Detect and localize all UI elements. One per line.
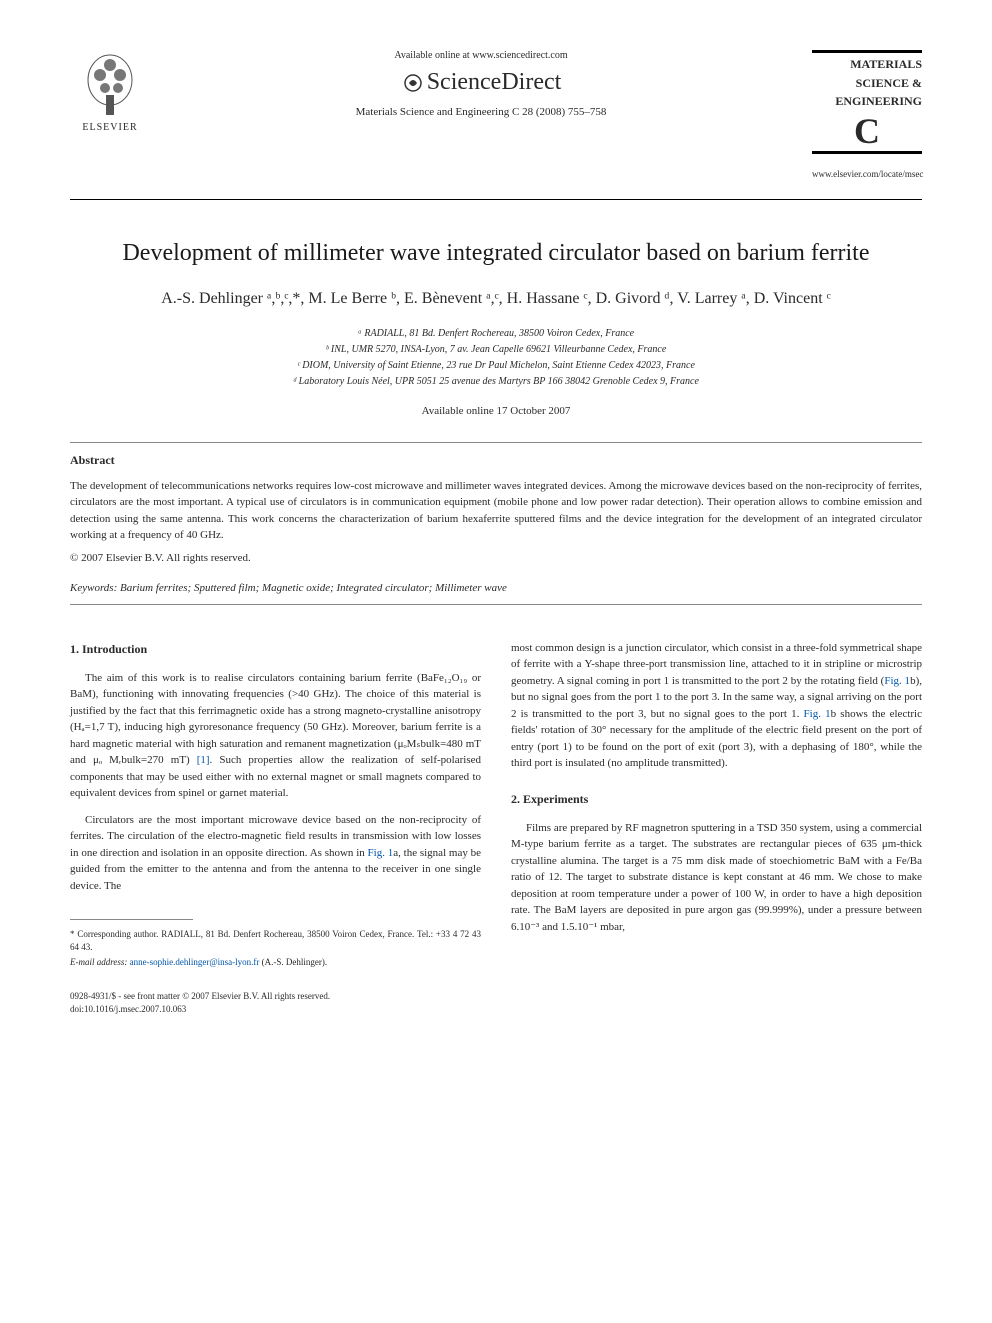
elsevier-logo: ELSEVIER bbox=[70, 50, 150, 150]
right-column: most common design is a junction circula… bbox=[511, 640, 922, 1015]
keywords: Keywords: Barium ferrites; Sputtered fil… bbox=[70, 582, 922, 594]
journal-citation: Materials Science and Engineering C 28 (… bbox=[150, 106, 812, 118]
article-affiliations: ᵃ RADIALL, 81 Bd. Denfert Rochereau, 385… bbox=[70, 326, 922, 390]
left-column: 1. Introduction The aim of this work is … bbox=[70, 640, 481, 1015]
email-link[interactable]: anne-sophie.dehlinger@insa-lyon.fr bbox=[130, 957, 260, 967]
section-1-heading: 1. Introduction bbox=[70, 640, 481, 658]
reference-link-1[interactable]: [1] bbox=[197, 754, 210, 766]
affiliation-b: ᵇ INL, UMR 5270, INSA-Lyon, 7 av. Jean C… bbox=[70, 342, 922, 358]
section-2-heading: 2. Experiments bbox=[511, 790, 922, 808]
abstract-top-divider bbox=[70, 442, 922, 443]
abstract-copyright: © 2007 Elsevier B.V. All rights reserved… bbox=[70, 552, 922, 564]
abstract-heading: Abstract bbox=[70, 453, 922, 468]
doi-line: doi:10.1016/j.msec.2007.10.063 bbox=[70, 1003, 481, 1016]
abstract-bottom-divider bbox=[70, 604, 922, 605]
journal-name-block: MATERIALS SCIENCE & ENGINEERING bbox=[812, 50, 922, 110]
header-center: Available online at www.sciencedirect.co… bbox=[150, 50, 812, 118]
footer-divider bbox=[70, 919, 193, 920]
journal-name-1: MATERIALS bbox=[812, 57, 922, 73]
affiliation-a: ᵃ RADIALL, 81 Bd. Denfert Rochereau, 385… bbox=[70, 326, 922, 342]
section-2-paragraph-1: Films are prepared by RF magnetron sputt… bbox=[511, 820, 922, 936]
keywords-label: Keywords: bbox=[70, 582, 117, 594]
elsevier-text: ELSEVIER bbox=[82, 122, 137, 133]
issn-line: 0928-4931/$ - see front matter © 2007 El… bbox=[70, 990, 481, 1003]
affiliation-d: ᵈ Laboratory Louis Néel, UPR 5051 25 ave… bbox=[70, 374, 922, 390]
journal-letter: C bbox=[812, 113, 922, 154]
email-label: E-mail address: bbox=[70, 957, 130, 967]
figure-link-1b-2[interactable]: Fig. 1 bbox=[804, 708, 831, 720]
page-header: ELSEVIER Available online at www.science… bbox=[70, 50, 922, 179]
email-suffix: (A.-S. Dehlinger). bbox=[259, 957, 327, 967]
email-line: E-mail address: anne-sophie.dehlinger@in… bbox=[70, 956, 481, 970]
elsevier-tree-icon bbox=[80, 50, 140, 120]
section-1-paragraph-2: Circulators are the most important micro… bbox=[70, 812, 481, 895]
affiliation-c: ᶜ DIOM, University of Saint Etienne, 23 … bbox=[70, 358, 922, 374]
journal-url: www.elsevier.com/locate/msec bbox=[812, 169, 922, 179]
journal-logo: MATERIALS SCIENCE & ENGINEERING C www.el… bbox=[812, 50, 922, 179]
sciencedirect-text: ScienceDirect bbox=[427, 69, 562, 95]
figure-link-1a[interactable]: Fig. 1 bbox=[368, 847, 394, 859]
header-divider bbox=[70, 199, 922, 200]
corresponding-author: * Corresponding author. RADIALL, 81 Bd. … bbox=[70, 928, 481, 953]
available-date: Available online 17 October 2007 bbox=[70, 405, 922, 417]
sciencedirect-icon bbox=[401, 71, 425, 95]
available-online-text: Available online at www.sciencedirect.co… bbox=[150, 50, 812, 61]
keywords-text: Barium ferrites; Sputtered film; Magneti… bbox=[117, 582, 507, 594]
figure-link-1b-1[interactable]: Fig. 1 bbox=[884, 675, 910, 687]
col2-paragraph-1: most common design is a junction circula… bbox=[511, 640, 922, 772]
section-1-paragraph-1: The aim of this work is to realise circu… bbox=[70, 670, 481, 802]
journal-name-2: SCIENCE & bbox=[812, 76, 922, 92]
abstract-text: The development of telecommunications ne… bbox=[70, 478, 922, 544]
article-authors: A.-S. Dehlinger ᵃ,ᵇ,ᶜ,*, M. Le Berre ᵇ, … bbox=[70, 287, 922, 311]
sciencedirect-logo: ScienceDirect bbox=[150, 69, 812, 96]
article-title: Development of millimeter wave integrate… bbox=[70, 240, 922, 267]
body-columns: 1. Introduction The aim of this work is … bbox=[70, 640, 922, 1015]
footer-meta: 0928-4931/$ - see front matter © 2007 El… bbox=[70, 990, 481, 1015]
journal-name-3: ENGINEERING bbox=[812, 94, 922, 110]
